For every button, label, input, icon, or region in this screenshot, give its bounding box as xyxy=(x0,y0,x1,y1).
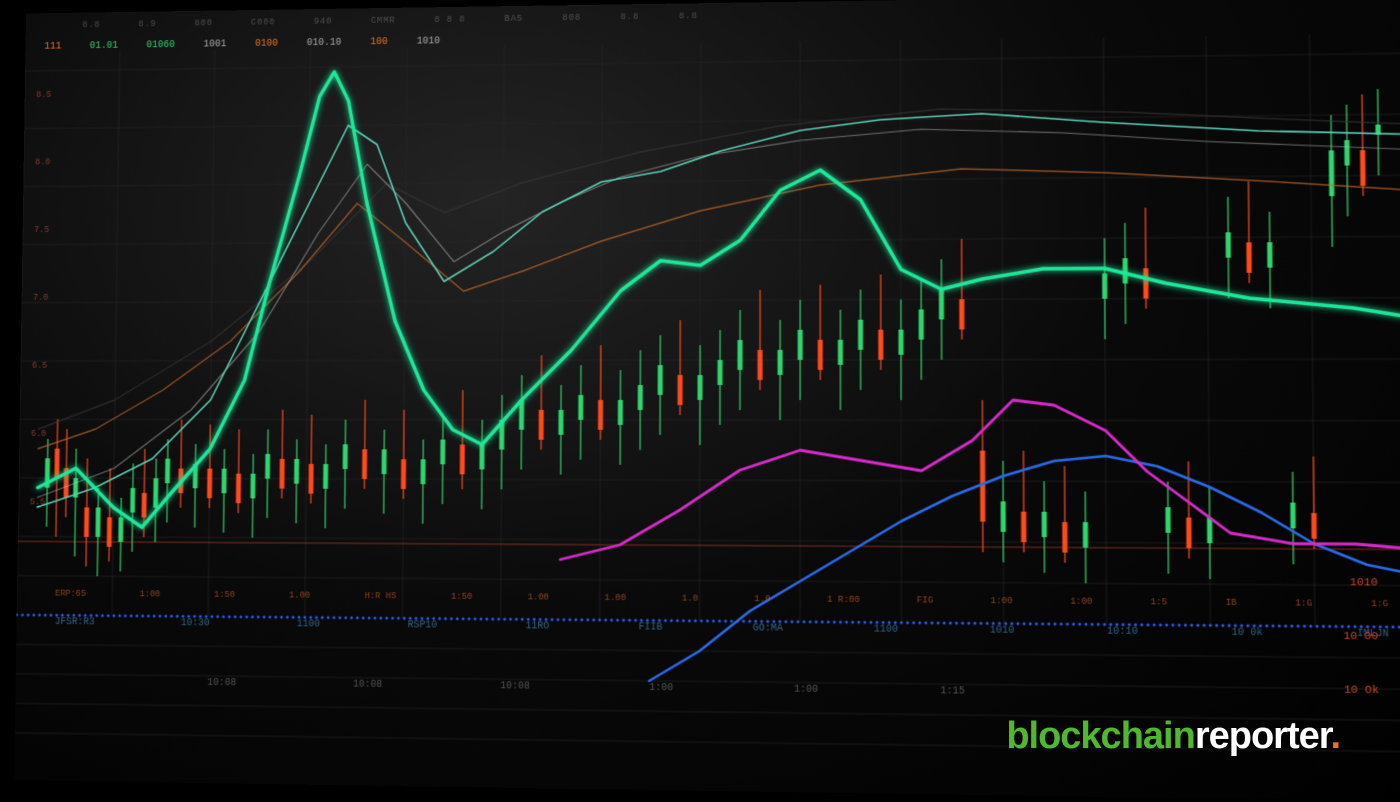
x-tick-label: 1:50 xyxy=(214,590,235,600)
x-tick-label: 1:00 xyxy=(990,596,1012,606)
x-tick-label: 1.00 xyxy=(604,593,626,603)
x-tick-label: GO:MA xyxy=(753,623,783,634)
x-tick-label: 10:10 xyxy=(1107,626,1138,638)
x-tick-label: 1:00 xyxy=(139,589,160,599)
x-tick-label: 1.00 xyxy=(528,592,549,602)
watermark-part2: reporter xyxy=(1195,715,1331,757)
x-tick-label: 1.0 xyxy=(682,594,698,604)
trading-chart: 8.88.9800C000940CMMR8 8 8BA58088.88.8 11… xyxy=(14,0,1400,802)
candlesticks xyxy=(43,89,1385,585)
watermark-part1: blockchain xyxy=(1006,715,1195,757)
watermark-logo: blockchainreporter. xyxy=(1006,715,1340,758)
lower-label: 10:08 xyxy=(500,681,530,692)
watermark-dot: . xyxy=(1330,715,1340,757)
x-tick-label: FIIB xyxy=(638,622,662,633)
x-tick-label: FIG xyxy=(917,595,934,605)
right-label: 10 00 xyxy=(1343,631,1378,644)
red-horizontal-line xyxy=(18,541,1400,549)
x-tick-label: 10 0k xyxy=(1231,628,1262,640)
x-tick-label: 1010 xyxy=(990,625,1015,636)
x-tick-label: 1 R:00 xyxy=(827,595,860,605)
lower-label: 1:15 xyxy=(940,686,965,698)
right-edge-labels: 1010 10 00 10 Ok xyxy=(1343,577,1379,697)
right-label: 1010 xyxy=(1343,577,1378,590)
x-tick-label: 11RO xyxy=(525,621,549,632)
x-tick-label: 1.00 xyxy=(289,590,310,600)
x-tick-label: 1.0 xyxy=(754,594,770,604)
x-tick-label: ERP:65 xyxy=(55,589,86,599)
x-tick-label: 1:G xyxy=(1295,598,1312,608)
lower-label: 10:08 xyxy=(353,680,382,691)
lower-label: 10:08 xyxy=(207,678,236,689)
x-tick-label: 1100 xyxy=(874,624,898,635)
x-tick-label: 1:5 xyxy=(1150,597,1167,607)
x-tick-label: IB xyxy=(1225,598,1236,608)
x-tick-label: 1:00 xyxy=(1070,597,1092,607)
x-tick-label: 10:30 xyxy=(181,618,210,629)
x-tick-label: 1100 xyxy=(297,619,320,630)
lower-label: 1:00 xyxy=(649,683,673,694)
x-tick-label: JFSR:R3 xyxy=(55,617,95,628)
x-tick-label: RSP10 xyxy=(408,620,438,631)
x-tick-label: H:R HS xyxy=(365,591,397,601)
lower-label: 1:00 xyxy=(794,685,818,696)
right-label: 10 Ok xyxy=(1344,684,1379,697)
x-tick-label: 1:50 xyxy=(451,592,472,602)
